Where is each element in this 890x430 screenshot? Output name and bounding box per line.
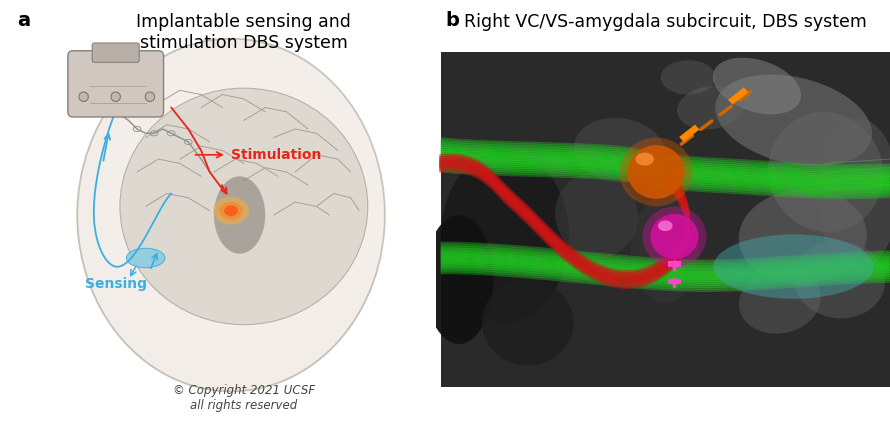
Text: Right VC/VS-amygdala subcircuit, DBS system: Right VC/VS-amygdala subcircuit, DBS sys… [464, 13, 867, 31]
Ellipse shape [574, 118, 665, 183]
Ellipse shape [150, 102, 338, 310]
Ellipse shape [214, 176, 265, 254]
Ellipse shape [739, 268, 821, 334]
Ellipse shape [555, 172, 638, 258]
Bar [679, 125, 700, 142]
Ellipse shape [145, 92, 155, 101]
Text: Stimulation: Stimulation [231, 148, 321, 162]
Ellipse shape [627, 145, 684, 199]
Text: © Copyright 2021 UCSF
all rights reserved: © Copyright 2021 UCSF all rights reserve… [173, 384, 315, 412]
Ellipse shape [619, 138, 692, 206]
Ellipse shape [482, 280, 574, 366]
Ellipse shape [677, 86, 745, 129]
Bar [728, 87, 748, 104]
Ellipse shape [99, 46, 389, 367]
Ellipse shape [635, 153, 654, 166]
Ellipse shape [713, 58, 801, 114]
Text: a: a [18, 11, 30, 30]
Ellipse shape [111, 92, 120, 101]
Ellipse shape [631, 196, 700, 303]
Text: Implantable sensing and
stimulation DBS system: Implantable sensing and stimulation DBS … [136, 13, 352, 52]
Ellipse shape [651, 214, 699, 259]
Text: b: b [445, 11, 459, 30]
Ellipse shape [219, 202, 243, 220]
Ellipse shape [658, 220, 673, 231]
Ellipse shape [768, 112, 883, 232]
Ellipse shape [794, 241, 886, 318]
Bar [668, 279, 682, 284]
Ellipse shape [716, 74, 872, 166]
Text: Sensing: Sensing [85, 277, 147, 291]
FancyBboxPatch shape [68, 51, 164, 117]
Ellipse shape [816, 118, 890, 269]
Ellipse shape [77, 39, 384, 391]
Ellipse shape [126, 248, 165, 267]
Bar [668, 261, 682, 267]
Ellipse shape [125, 74, 363, 339]
Ellipse shape [739, 189, 867, 284]
Bar [441, 52, 890, 387]
Ellipse shape [120, 88, 368, 325]
Ellipse shape [643, 206, 707, 267]
Ellipse shape [224, 206, 238, 216]
Ellipse shape [79, 92, 88, 101]
Ellipse shape [714, 234, 874, 299]
FancyBboxPatch shape [93, 43, 139, 62]
Ellipse shape [441, 150, 569, 322]
Ellipse shape [213, 197, 249, 224]
Ellipse shape [660, 60, 716, 95]
Ellipse shape [425, 215, 493, 344]
